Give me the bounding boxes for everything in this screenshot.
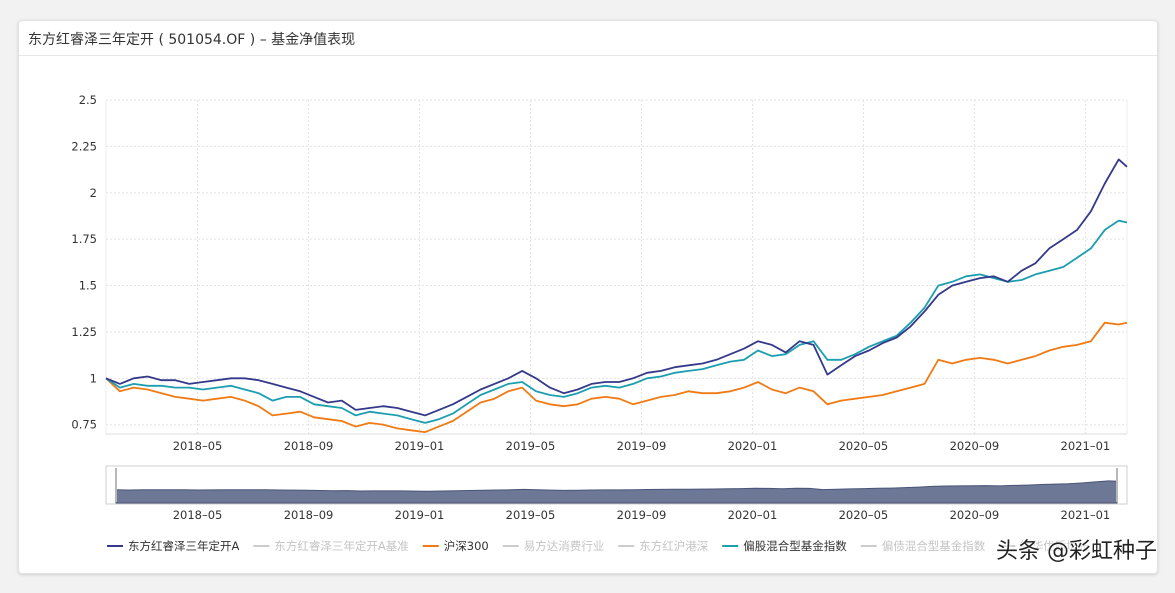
x-tick-label: 2020–09 — [950, 439, 1000, 453]
x-tick-label: 2020–05 — [839, 439, 889, 453]
legend-item-hs300[interactable]: 沪深300 — [444, 539, 489, 553]
legend-item-mixed-index[interactable]: 偏股混合型基金指数 — [743, 539, 847, 553]
series-line-hs300[interactable] — [105, 321, 1128, 434]
x-tick-label: 2019–01 — [395, 439, 445, 453]
chart-card: 东方红睿泽三年定开 ( 501054.OF ) – 基金净值表现 2.5 2.25… — [18, 20, 1158, 574]
navigator-tick-label: 2020–01 — [728, 508, 778, 522]
navigator-tick-label: 2019–01 — [395, 508, 445, 522]
x-tick-label: 2018–05 — [173, 439, 223, 453]
navigator-left-handle[interactable] — [115, 468, 117, 502]
legend-item-benchmark[interactable]: 东方红睿泽三年定开A基准 — [274, 539, 408, 553]
x-tick-label: 2021–01 — [1061, 439, 1111, 453]
navigator-tick-label: 2019–05 — [506, 508, 556, 522]
title-bar: 东方红睿泽三年定开 ( 501054.OF ) – 基金净值表现 — [19, 21, 1157, 56]
series-line-fund[interactable] — [105, 158, 1128, 417]
x-tick-label: 2020–01 — [728, 439, 778, 453]
navigator-tick-label: 2019–09 — [617, 508, 667, 522]
y-tick-label: 0.75 — [71, 418, 97, 432]
navigator-right-handle[interactable] — [1116, 468, 1118, 502]
navigator-area — [115, 480, 1118, 504]
nav-chart[interactable]: 2.5 2.25 2 1.75 1.5 1.25 1 0.75 2018–05 2018–09 20… — [19, 21, 1157, 573]
series-line-mixed-index[interactable] — [105, 219, 1128, 424]
navigator-tick-label: 2018–05 — [173, 508, 223, 522]
watermark: 头条 @彩虹种子 — [996, 539, 1157, 564]
y-tick-label: 2 — [90, 186, 97, 200]
navigator-tick-label: 2018–09 — [284, 508, 334, 522]
y-tick-label: 1 — [90, 371, 97, 385]
navigator-tick-label: 2021–01 — [1061, 508, 1111, 522]
legend-item-yinhua[interactable]: 银华优质增长 — [1020, 539, 1089, 553]
navigator-tick-label: 2020–05 — [839, 508, 889, 522]
legend-item-hk[interactable]: 东方红沪港深 — [639, 539, 708, 553]
y-tick-label: 1.5 — [79, 279, 97, 293]
legend-item-bond-mixed[interactable]: 偏债混合型基金指数 — [882, 539, 986, 553]
navigator-tick-label: 2020–09 — [950, 508, 1000, 522]
y-tick-label: 2.25 — [71, 139, 97, 153]
x-tick-label: 2019–09 — [617, 439, 667, 453]
legend-item-fund[interactable]: 东方红睿泽三年定开A — [128, 539, 239, 553]
x-tick-label: 2019–05 — [506, 439, 556, 453]
y-tick-label: 1.25 — [71, 325, 97, 339]
legend-item-consumer[interactable]: 易方达消费行业 — [524, 539, 605, 553]
page-title: 东方红睿泽三年定开 ( 501054.OF ) – 基金净值表现 — [28, 32, 356, 48]
y-tick-label: 1.75 — [71, 232, 97, 246]
y-tick-label: 2.5 — [79, 93, 97, 107]
x-tick-label: 2018–09 — [284, 439, 334, 453]
